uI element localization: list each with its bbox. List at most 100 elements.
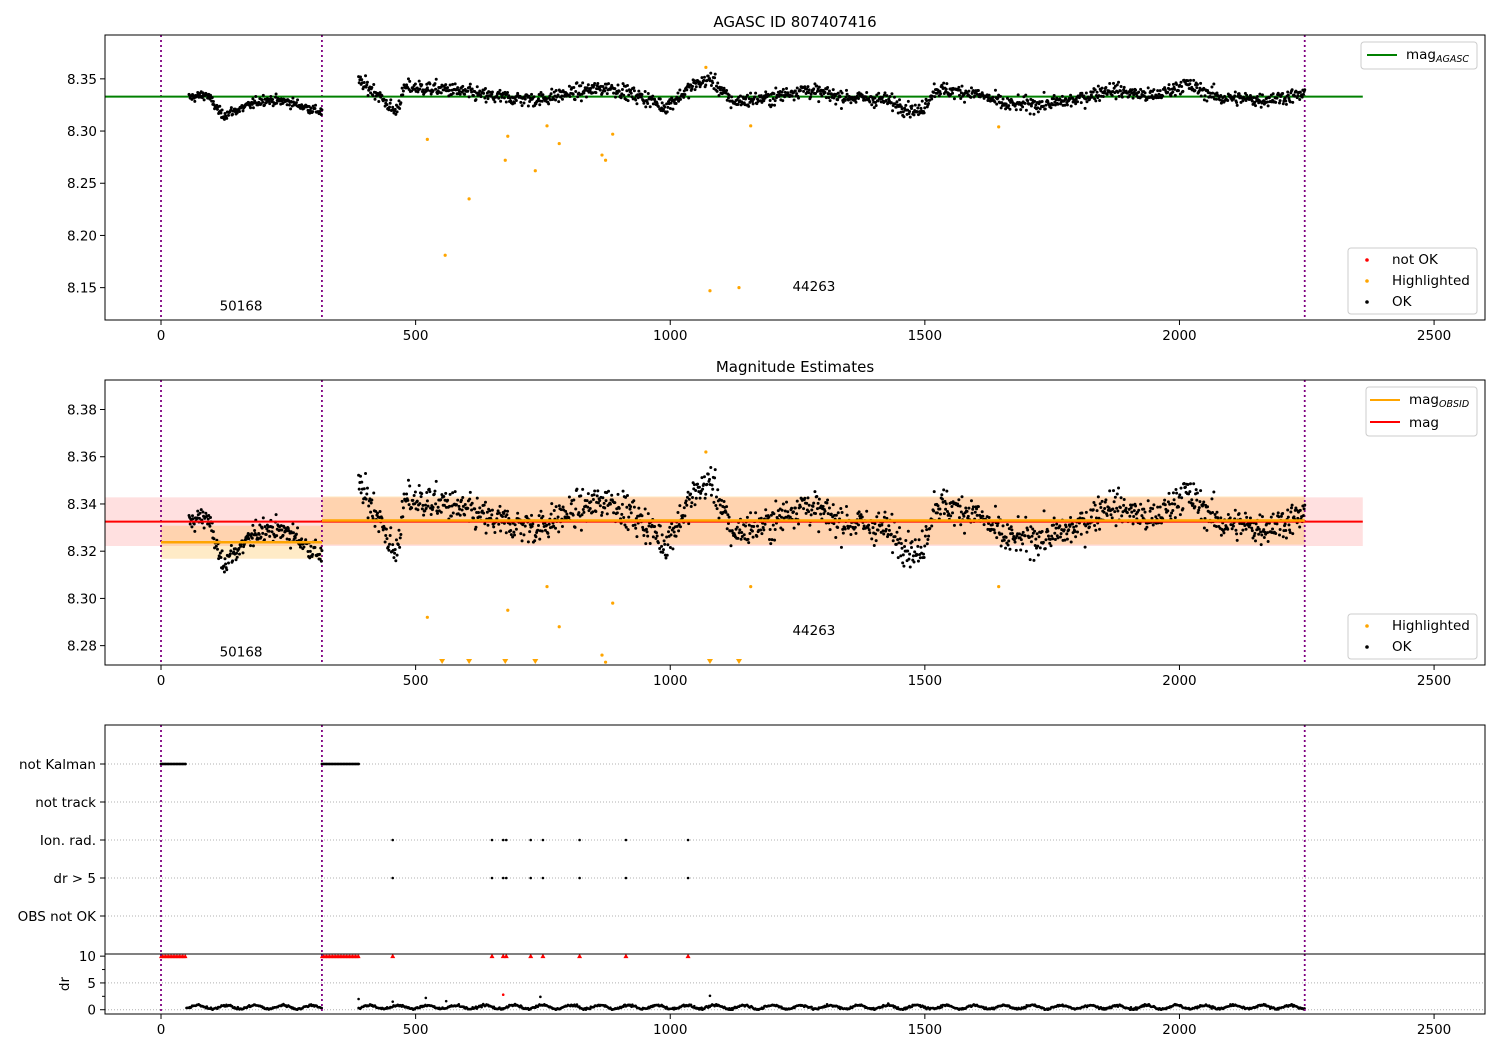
estimates-ok-point: [755, 534, 759, 538]
agasc-ok-point: [1101, 95, 1105, 99]
agasc-ok-point: [1080, 91, 1084, 95]
estimates-ok-point: [1183, 485, 1187, 489]
agasc-ok-point: [902, 115, 906, 119]
agasc-ok-point: [874, 103, 878, 107]
agasc-ok-point: [1097, 94, 1101, 98]
estimates-ok-point: [377, 530, 381, 534]
estimates-ok-point: [1279, 514, 1283, 518]
estimates-ok-point: [935, 511, 939, 515]
agasc-ok-point: [519, 100, 523, 104]
agasc-ok-point: [311, 110, 315, 114]
agasc-ok-point: [291, 96, 295, 100]
agasc-ok-point: [467, 95, 471, 99]
agasc-ok-point: [223, 111, 227, 115]
agasc-ok-point: [932, 90, 936, 94]
agasc-ok-point: [1250, 99, 1254, 103]
estimates-ok-point: [492, 525, 496, 529]
agasc-ok-point: [211, 100, 215, 104]
estimates-ok-point: [1065, 532, 1069, 536]
agasc-ok-point: [530, 92, 534, 96]
agasc-ok-point: [783, 90, 787, 94]
agasc-ok-point: [1266, 104, 1270, 108]
legend-not-ok: not OK: [1392, 252, 1439, 268]
agasc-ok-point: [222, 117, 226, 121]
agasc-ok-point: [976, 88, 980, 92]
estimates-ok-point: [413, 490, 417, 494]
agasc-ok-point: [844, 95, 848, 99]
agasc-ok-point: [841, 100, 845, 104]
estimates-ok-point: [195, 516, 199, 520]
estimates-ok-point: [554, 526, 558, 530]
estimates-ok-point: [1120, 514, 1124, 518]
agasc-ok-point: [809, 95, 813, 99]
agasc-ok-point: [453, 82, 457, 86]
agasc-ok-point: [648, 105, 652, 109]
agasc-ok-point: [999, 106, 1003, 110]
estimates-ok-point: [318, 552, 322, 556]
agasc-ok-point: [1143, 91, 1147, 95]
agasc-ok-point: [812, 87, 816, 91]
estimates-ok-point: [250, 536, 254, 540]
agasc-ok-point: [261, 100, 265, 104]
estimates-ok-point: [207, 522, 211, 526]
estimates-ok-point: [1078, 516, 1082, 520]
agasc-ok-point: [394, 112, 398, 116]
estimates-ok-point: [660, 533, 664, 537]
estimates-ok-point: [668, 545, 672, 549]
estimates-ok-point: [936, 504, 940, 508]
estimates-ok-point: [1002, 538, 1006, 542]
estimates-ok-point: [957, 498, 961, 502]
agasc-ok-point: [1215, 91, 1219, 95]
estimates-ok-point: [697, 490, 701, 494]
estimates-ok-point: [1241, 528, 1245, 532]
estimates-ok-point: [208, 524, 212, 528]
estimates-ok-point: [405, 492, 409, 496]
estimates-ok-point: [219, 555, 223, 559]
agasc-ok-point: [927, 101, 931, 105]
estimates-ok-point: [537, 514, 541, 518]
estimates-ok-point: [1004, 546, 1008, 550]
agasc-ok-point: [959, 96, 963, 100]
estimates-ok-point: [374, 509, 378, 513]
estimates-ok-point: [829, 512, 833, 516]
agasc-ok-point: [1181, 89, 1185, 93]
agasc-ok-point: [584, 95, 588, 99]
agasc-ok-point: [706, 74, 710, 78]
agasc-ok-point: [313, 107, 317, 111]
agasc-ok-point: [573, 98, 577, 102]
agasc-ok-point: [738, 94, 742, 98]
agasc-ok-point: [486, 97, 490, 101]
estimates-ok-point: [1113, 495, 1117, 499]
estimates-ok-point: [702, 475, 706, 479]
estimates-ok-point: [747, 541, 751, 545]
estimates-ok-point: [1288, 528, 1292, 532]
agasc-ok-point: [547, 102, 551, 106]
estimates-ok-point: [1259, 530, 1263, 534]
estimates-ok-point: [1302, 507, 1306, 511]
estimates-ok-point: [308, 549, 312, 553]
estimates-ok-point: [807, 503, 811, 507]
estimates-ok-point: [1026, 528, 1030, 532]
estimates-ok-point: [737, 531, 741, 535]
estimates-ok-point: [1021, 542, 1025, 546]
estimates-ok-point: [1036, 553, 1040, 557]
agasc-ok-point: [651, 94, 655, 98]
agasc-ok-point: [433, 82, 437, 86]
agasc-ok-point: [1300, 95, 1304, 99]
agasc-ok-point: [1090, 95, 1094, 99]
agasc-ok-point: [470, 87, 474, 91]
agasc-ok-point: [1186, 79, 1190, 83]
estimates-ok-point: [485, 510, 489, 514]
agasc-ok-point: [1192, 78, 1196, 82]
estimates-ok-point: [207, 514, 211, 518]
agasc-ok-point: [646, 102, 650, 106]
estimates-ok-point: [817, 530, 821, 534]
agasc-ok-point: [554, 98, 558, 102]
estimates-ok-point: [843, 527, 847, 531]
estimates-ok-point: [1024, 515, 1028, 519]
estimates-ok-point: [664, 556, 668, 560]
agasc-ok-point: [932, 82, 936, 86]
flag-row-label-1: not track: [35, 795, 96, 811]
estimates-ok-point: [752, 525, 756, 529]
estimates-ok-point: [1014, 536, 1018, 540]
